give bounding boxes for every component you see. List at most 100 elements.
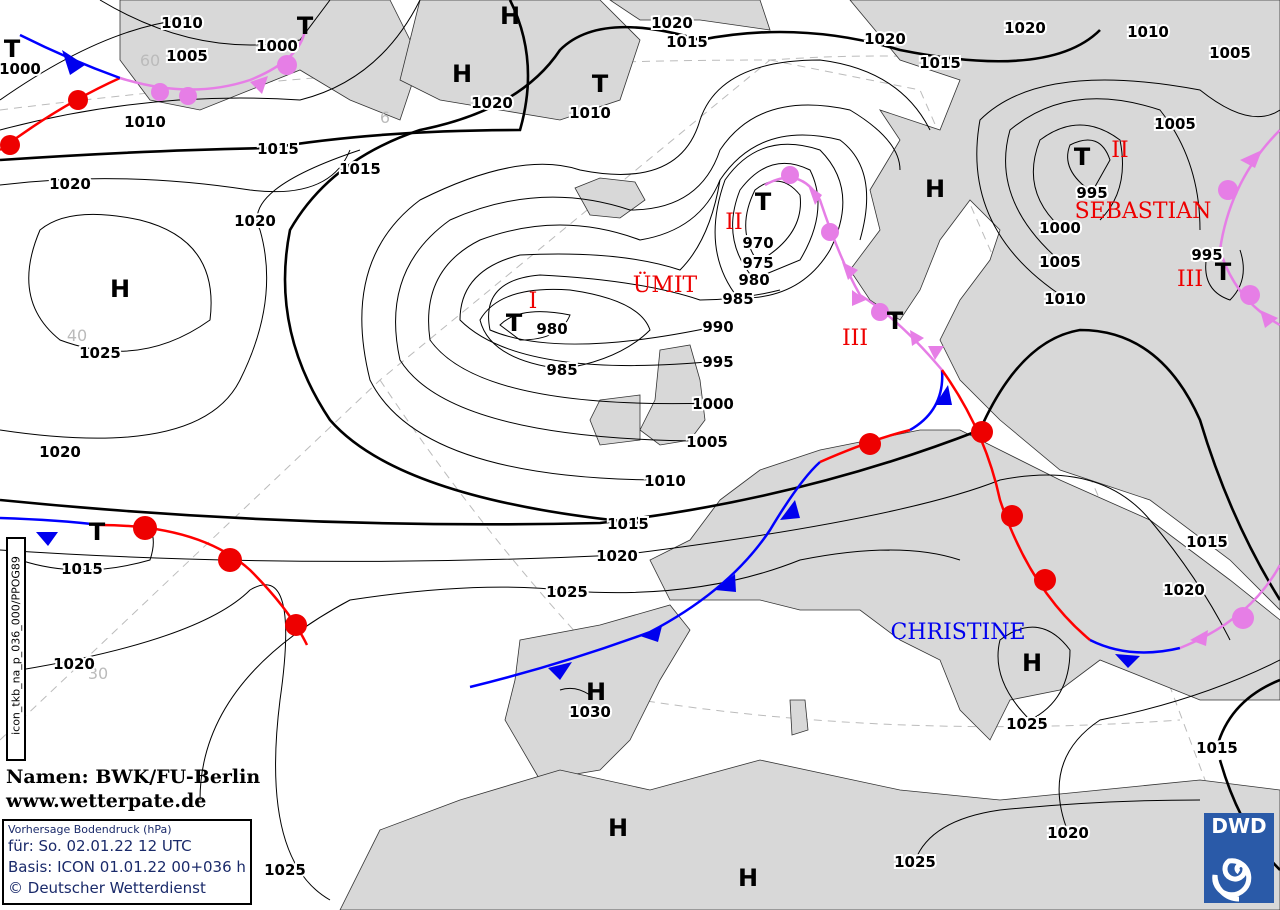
low-center: T bbox=[297, 12, 314, 40]
isobar-label: 1010 bbox=[124, 113, 166, 131]
product-code-label: icon_tkb_na_p_036_000/PPOG89 bbox=[6, 537, 26, 761]
isobar-label: 1020 bbox=[1047, 824, 1089, 842]
high-center: H bbox=[1022, 649, 1042, 677]
info-title: Vorhersage Bodendruck (hPa) bbox=[8, 823, 172, 836]
isobar-label: 1015 bbox=[1186, 533, 1228, 551]
low-center: T bbox=[887, 307, 904, 335]
isobar-label: 1025 bbox=[264, 861, 306, 879]
isobar-label: 1010 bbox=[644, 472, 686, 490]
isobar-label: 1000 bbox=[1039, 219, 1081, 237]
isobar-label: 985 bbox=[546, 361, 577, 379]
grid-label: 30 bbox=[88, 664, 108, 683]
isobar-label: 1010 bbox=[161, 14, 203, 32]
names-credit: Namen: BWK/FU-Berlin bbox=[6, 766, 261, 788]
high-center: H bbox=[500, 2, 520, 30]
land-masses bbox=[119, 0, 1280, 910]
website-link[interactable]: www.wetterpate.de bbox=[6, 790, 207, 812]
dwd-logo: DWD bbox=[1204, 813, 1274, 903]
high-center: H bbox=[738, 864, 758, 892]
occlusion bbox=[764, 176, 943, 371]
grid-labels: 60 6 40 30 bbox=[67, 51, 390, 683]
isobar-label: 1020 bbox=[471, 94, 513, 112]
low-center: T bbox=[1074, 143, 1091, 171]
high-center: H bbox=[586, 678, 606, 706]
pressure-centers: H H T T T H T T H T T T T H H H H bbox=[4, 2, 1232, 892]
isobar-label: 1020 bbox=[53, 655, 95, 673]
grid-label: 40 bbox=[67, 326, 87, 345]
isobar-label: 1000 bbox=[256, 37, 298, 55]
high-name: CHRISTINE bbox=[890, 620, 1025, 645]
high-center: H bbox=[110, 275, 130, 303]
isobar-label: 980 bbox=[536, 320, 567, 338]
isobar-label: 1015 bbox=[919, 54, 961, 72]
isobar-label: 1020 bbox=[864, 30, 906, 48]
iberia bbox=[504, 604, 691, 781]
isobar-label: 970 bbox=[742, 234, 773, 252]
isobar-label: 995 bbox=[702, 353, 733, 371]
isobar-label: 1010 bbox=[1127, 23, 1169, 41]
cold-front bbox=[909, 369, 944, 432]
cold-front bbox=[1089, 638, 1181, 654]
isobar-label: 1015 bbox=[607, 515, 649, 533]
low-index: I bbox=[529, 289, 538, 314]
warm-front bbox=[99, 523, 309, 646]
fronts bbox=[0, 29, 1280, 689]
isobar-label: 975 bbox=[742, 254, 773, 272]
isobar-label: 1015 bbox=[666, 33, 708, 51]
isobar-label: 995 bbox=[1076, 184, 1107, 202]
isobar-label: 1020 bbox=[651, 14, 693, 32]
isobar-label: 1025 bbox=[1006, 715, 1048, 733]
forecast-info-box: Vorhersage Bodendruck (hPa) für: So. 02.… bbox=[2, 819, 252, 905]
warm-front-symbols bbox=[0, 90, 1056, 636]
isobar-label: 1020 bbox=[234, 212, 276, 230]
isobar-label: 1000 bbox=[0, 60, 41, 78]
low-center: T bbox=[755, 188, 772, 216]
isobar-labels: 1010 1005 1000 1000 1010 1015 1015 1020 … bbox=[0, 12, 1253, 881]
british-isles bbox=[589, 344, 706, 446]
isobar-label: 1005 bbox=[1039, 253, 1081, 271]
storm-name: SEBASTIAN bbox=[1075, 199, 1212, 224]
isobar-label: 1020 bbox=[1004, 19, 1046, 37]
valid-time: für: So. 02.01.22 12 UTC bbox=[8, 837, 192, 855]
isobar-label: 1020 bbox=[49, 175, 91, 193]
grid-label: 6 bbox=[380, 108, 390, 127]
isobar-label: 1025 bbox=[79, 344, 121, 362]
copyright: © Deutscher Wetterdienst bbox=[8, 879, 206, 897]
africa bbox=[339, 759, 1280, 910]
isobar-label: 990 bbox=[702, 318, 733, 336]
occlusion-symbols bbox=[151, 55, 1278, 646]
cold-front bbox=[469, 461, 821, 689]
low-index: III bbox=[1177, 267, 1203, 292]
model-basis: Basis: ICON 01.01.22 00+036 h bbox=[8, 858, 246, 876]
low-center: T bbox=[592, 70, 609, 98]
greenland-east bbox=[399, 0, 641, 121]
grid-label: 60 bbox=[140, 51, 160, 70]
isobar-label: 1025 bbox=[546, 583, 588, 601]
isobar-label: 1005 bbox=[1154, 115, 1196, 133]
scandinavia-russia bbox=[849, 0, 1280, 611]
isobar-label: 1015 bbox=[61, 560, 103, 578]
isobar-label: 1025 bbox=[894, 853, 936, 871]
credits: Namen: BWK/FU-Berlin www.wetterpate.de bbox=[6, 765, 260, 813]
warm-front bbox=[940, 369, 1091, 641]
sardinia bbox=[789, 699, 809, 736]
high-center: H bbox=[925, 175, 945, 203]
low-index: III bbox=[842, 326, 868, 351]
low-center: T bbox=[89, 518, 106, 546]
system-names: ÜMIT SEBASTIAN CHRISTINE I II III II III bbox=[529, 138, 1212, 645]
isobar-label: 1030 bbox=[569, 703, 611, 721]
svalbard bbox=[609, 0, 771, 31]
low-center: T bbox=[1215, 258, 1232, 286]
low-index: II bbox=[1111, 138, 1128, 163]
isobar-label: 980 bbox=[738, 271, 769, 289]
isobar-label: 1010 bbox=[1044, 290, 1086, 308]
europe bbox=[649, 429, 1280, 741]
isobar-label: 1020 bbox=[39, 443, 81, 461]
isobar-label: 1015 bbox=[1196, 739, 1238, 757]
iceland bbox=[574, 177, 646, 219]
cold-front bbox=[0, 516, 101, 527]
isobar-label: 995 bbox=[1191, 246, 1222, 264]
